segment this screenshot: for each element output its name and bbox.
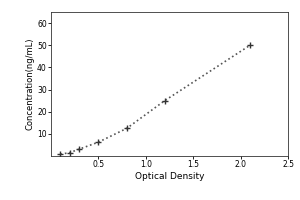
X-axis label: Optical Density: Optical Density (135, 172, 204, 181)
Y-axis label: Concentration(ng/mL): Concentration(ng/mL) (25, 38, 34, 130)
